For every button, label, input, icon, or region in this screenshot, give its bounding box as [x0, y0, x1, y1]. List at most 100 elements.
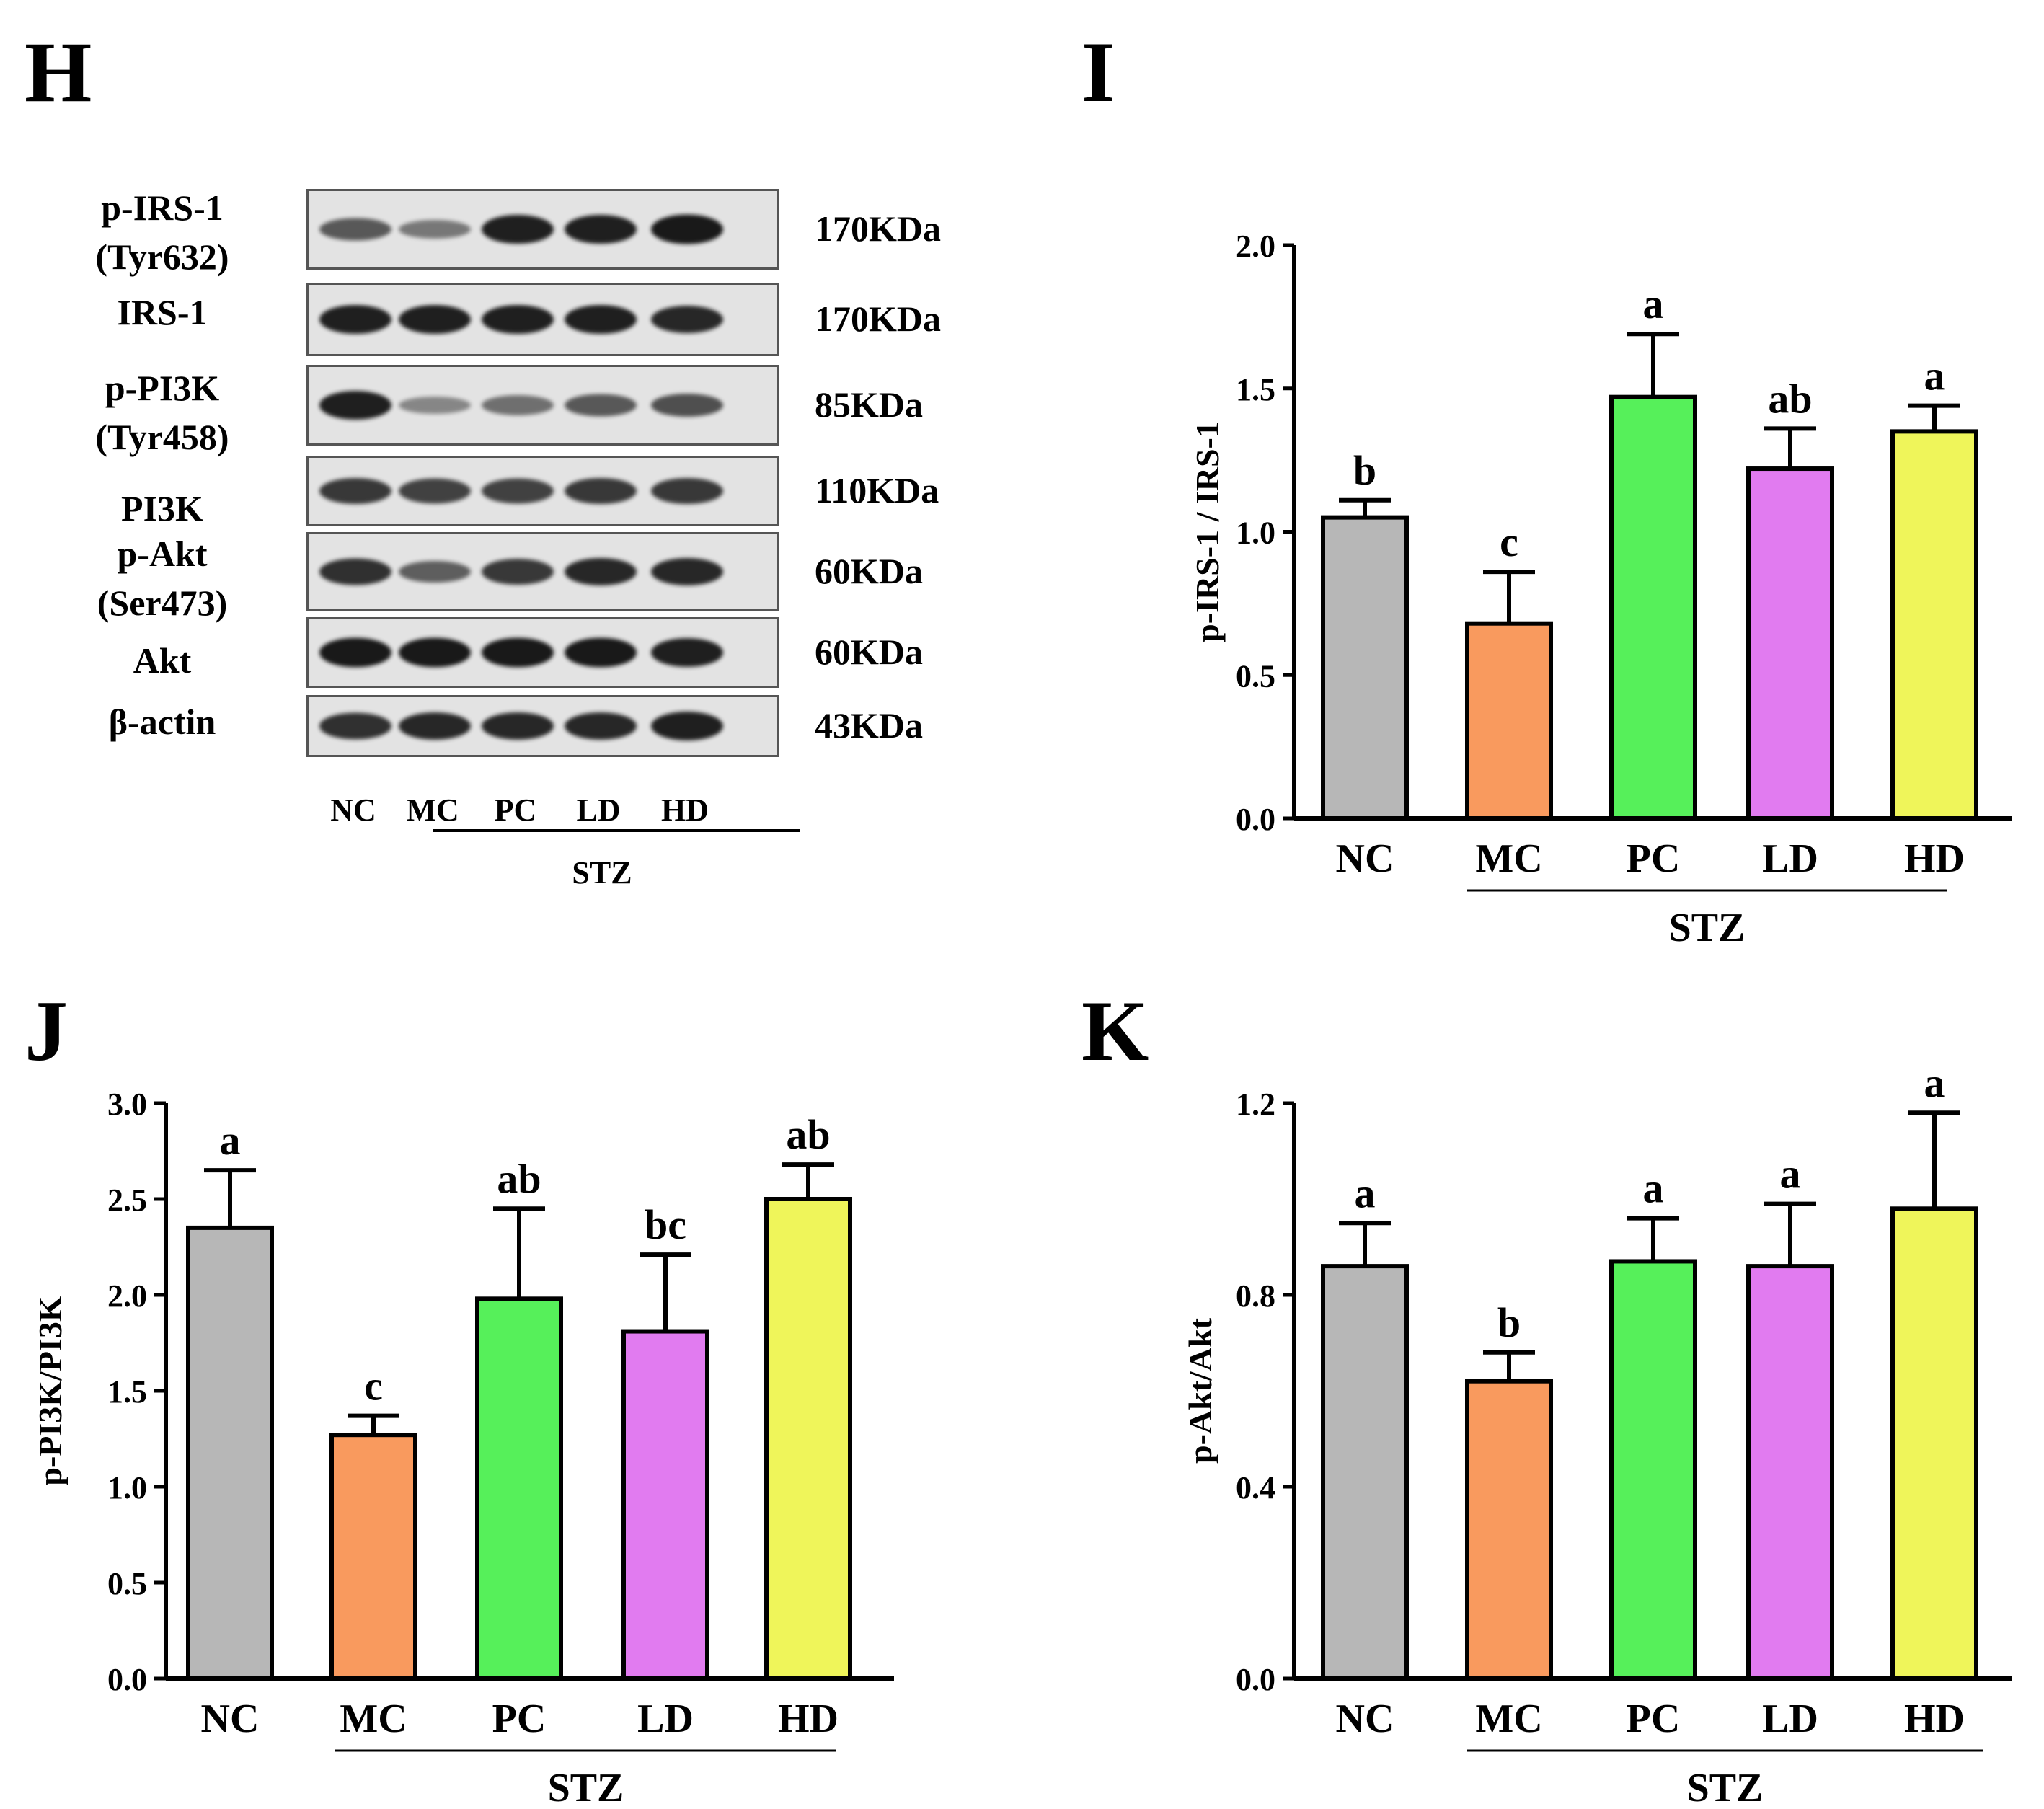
bar-nc: [1321, 515, 1409, 821]
western-blot-panel: p-IRS-1 (Tyr632) 170KDa IRS-1 170KDa p-PI3K …: [0, 0, 1024, 908]
stz-label: STZ: [1669, 906, 1746, 950]
bar-pc: [475, 1296, 563, 1681]
blot-molecular-weight: 43KDa: [815, 705, 923, 746]
blot-band: [651, 712, 723, 740]
blot-molecular-weight: 85KDa: [815, 384, 923, 425]
blot-row-label: p-Akt (Ser473): [97, 534, 228, 623]
blot-strip: [306, 532, 779, 611]
blot-band: [482, 395, 554, 415]
significance-letter: bc: [645, 1201, 686, 1248]
significance-letter: c: [364, 1363, 383, 1410]
blot-band: [482, 305, 554, 334]
blot-band: [651, 478, 723, 504]
blot-band: [565, 305, 637, 334]
x-tick-label: NC: [201, 1697, 260, 1741]
blot-strip: [306, 365, 779, 446]
blot-molecular-weight: 170KDa: [815, 208, 941, 249]
y-tick-label: 2.5: [107, 1182, 147, 1218]
significance-letter: a: [1780, 1151, 1801, 1198]
blot-molecular-weight: 60KDa: [815, 551, 923, 591]
blot-stz-label: STZ: [572, 855, 632, 890]
bar-ld: [621, 1329, 709, 1681]
y-tick-label: 0.5: [1236, 658, 1275, 694]
x-tick-label: NC: [1336, 836, 1394, 881]
x-tick-label: PC: [1627, 836, 1681, 881]
blot-band: [399, 220, 471, 239]
blot-lane-label: MC: [406, 792, 459, 828]
y-tick-label: 1.5: [107, 1374, 147, 1410]
blot-band: [399, 712, 471, 740]
blot-lane-label: NC: [330, 792, 376, 828]
y-tick-label: 0.4: [1236, 1470, 1275, 1505]
significance-letter: a: [1924, 353, 1945, 399]
y-axis-label: p-PI3K/PI3K: [32, 1296, 68, 1485]
significance-letter: b: [1353, 447, 1376, 494]
blot-band: [565, 712, 637, 740]
significance-letter: a: [220, 1117, 241, 1164]
panel-letter-h: H: [25, 24, 92, 120]
blot-band: [482, 559, 554, 585]
y-tick-label: 1.2: [1236, 1087, 1275, 1122]
blot-band: [482, 637, 554, 668]
y-tick-label: 1.5: [1236, 372, 1275, 407]
y-tick-label: 0.0: [1236, 1662, 1275, 1697]
blot-band: [319, 637, 391, 668]
x-tick-label: PC: [492, 1697, 547, 1741]
blot-band: [565, 394, 637, 417]
blot-band: [319, 391, 391, 420]
significance-letter: b: [1497, 1299, 1521, 1346]
blot-band: [319, 558, 391, 585]
blot-band: [399, 305, 471, 334]
blot-molecular-weight: 170KDa: [815, 298, 941, 339]
x-tick-label: MC: [340, 1697, 407, 1741]
blot-strip: [306, 695, 779, 757]
x-tick-label: HD: [778, 1697, 839, 1741]
y-tick-label: 1.0: [1236, 516, 1275, 551]
blot-band: [319, 712, 391, 740]
y-tick-label: 0.8: [1236, 1278, 1275, 1314]
blot-lane-label: HD: [661, 792, 709, 828]
bar-chart-i: b c a ab a 0.0 0.5 1.0 1.5 2.0 NC MC PC LD HD STZ p-IRS-…: [1189, 229, 2012, 950]
blot-band: [399, 478, 471, 504]
bar-mc: [329, 1433, 417, 1681]
blot-band: [651, 214, 723, 244]
blot-row-label: p-PI3K (Tyr458): [95, 368, 229, 457]
blot-molecular-weight: 60KDa: [815, 632, 923, 672]
blot-band: [565, 478, 637, 504]
bar-ld: [1746, 1264, 1834, 1681]
blot-stz-bracket: [433, 829, 800, 832]
blot-band: [482, 712, 554, 740]
bar-hd: [1890, 1206, 1978, 1681]
x-tick-label: MC: [1475, 1697, 1542, 1741]
blot-band: [651, 306, 723, 333]
bar-nc: [1321, 1264, 1409, 1681]
panel-letter-j: J: [25, 983, 68, 1079]
x-tick-label: LD: [1762, 836, 1818, 881]
blot-band: [482, 215, 554, 244]
bar-mc: [1465, 621, 1553, 821]
blot-band: [319, 305, 391, 334]
y-tick-label: 2.0: [107, 1278, 147, 1314]
y-axis-label: p-Akt/Akt: [1182, 1317, 1218, 1464]
blot-strip: [306, 617, 779, 688]
blot-lane-label: PC: [494, 792, 537, 828]
y-tick-label: 0.5: [107, 1566, 147, 1601]
blot-row-label: IRS-1: [117, 292, 208, 332]
blot-band: [399, 397, 471, 414]
blot-band: [651, 394, 723, 417]
bar-ld: [1746, 466, 1834, 821]
x-tick-label: PC: [1627, 1697, 1681, 1741]
blot-band: [399, 561, 471, 583]
bar-nc: [186, 1225, 274, 1681]
y-tick-label: 1.0: [107, 1470, 147, 1505]
blot-molecular-weight: 110KDa: [815, 470, 939, 510]
blot-strip: [306, 283, 779, 356]
bar-hd: [764, 1197, 852, 1681]
blot-strip: [306, 456, 779, 526]
y-tick-label: 2.0: [1236, 229, 1275, 264]
significance-letter: ab: [786, 1111, 830, 1158]
panel-letter-k: K: [1081, 983, 1149, 1079]
x-tick-label: HD: [1904, 1697, 1965, 1741]
bar-chart-j: a c ab bc ab 0.0 0.5 1.0 1.5 2.0 2.5 3.0 NC MC PC LD HD S…: [32, 1087, 894, 1809]
x-tick-label: LD: [637, 1697, 694, 1741]
